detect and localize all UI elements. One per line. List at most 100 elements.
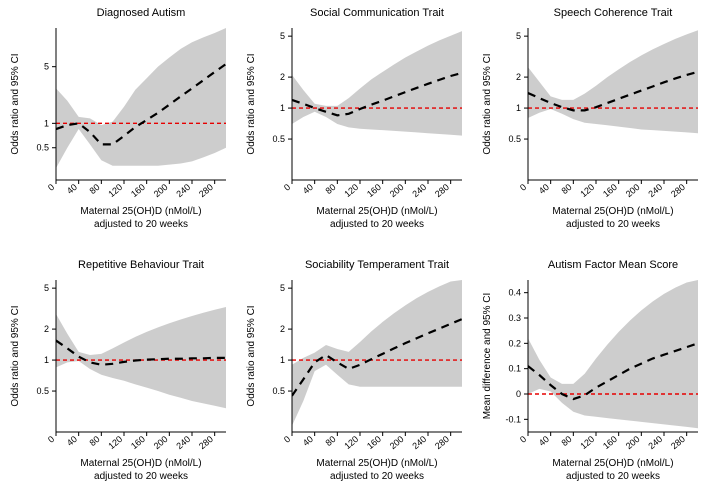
x-tick-label: 40 xyxy=(537,433,551,447)
x-tick-label: 120 xyxy=(578,182,596,199)
panel-svg: 0.512504080120160200240280Social Communi… xyxy=(236,0,472,251)
x-tick-label: 280 xyxy=(669,182,687,199)
x-axis-label-2: adjusted to 20 weeks xyxy=(330,471,424,482)
ci-band xyxy=(292,31,462,136)
y-tick-label: -0.1 xyxy=(505,414,521,424)
x-tick-label: 80 xyxy=(560,433,574,447)
x-axis-label-2: adjusted to 20 weeks xyxy=(330,219,424,230)
ci-band xyxy=(528,280,698,428)
y-tick-label: 2 xyxy=(516,72,521,82)
y-tick-label: 1 xyxy=(280,103,285,113)
y-tick-label: 5 xyxy=(280,283,285,293)
x-axis-label-2: adjusted to 20 weeks xyxy=(566,219,660,230)
x-tick-label: 120 xyxy=(106,433,124,450)
x-tick-label: 0 xyxy=(282,182,292,193)
panel-svg: 0.51504080120160200240280Diagnosed Autis… xyxy=(0,0,236,251)
x-tick-label: 240 xyxy=(174,433,192,450)
y-tick-label: 0.1 xyxy=(508,363,521,373)
panel-title: Social Communication Trait xyxy=(310,7,444,19)
x-tick-label: 80 xyxy=(88,433,102,447)
x-tick-label: 280 xyxy=(433,433,451,450)
panel-1: 0.512504080120160200240280Social Communi… xyxy=(236,0,472,252)
x-tick-label: 240 xyxy=(646,433,664,450)
ci-band xyxy=(56,28,226,168)
y-tick-label: 5 xyxy=(516,31,521,41)
y-tick-label: 0.4 xyxy=(508,287,521,297)
panel-0: 0.51504080120160200240280Diagnosed Autis… xyxy=(0,0,236,252)
panel-4: 0.512504080120160200240280Sociability Te… xyxy=(236,252,472,503)
x-tick-label: 0 xyxy=(518,182,528,193)
y-axis-label: Odds ratio and 95% CI xyxy=(482,53,493,154)
x-axis-label-2: adjusted to 20 weeks xyxy=(566,471,660,482)
x-tick-label: 280 xyxy=(433,182,451,199)
x-tick-label: 280 xyxy=(197,182,215,199)
y-tick-label: 0.5 xyxy=(36,143,49,153)
y-tick-label: 1 xyxy=(516,103,521,113)
x-tick-label: 240 xyxy=(646,182,664,199)
y-axis-label: Odds ratio and 95% CI xyxy=(246,53,257,154)
x-tick-label: 120 xyxy=(342,182,360,199)
x-tick-label: 0 xyxy=(282,433,292,444)
y-tick-label: 2 xyxy=(280,324,285,334)
x-tick-label: 200 xyxy=(152,433,170,450)
panel-grid: 0.51504080120160200240280Diagnosed Autis… xyxy=(0,0,708,503)
panel-title: Speech Coherence Trait xyxy=(554,7,673,19)
panel-title: Sociability Temperament Trait xyxy=(305,259,449,271)
y-tick-label: 1 xyxy=(44,118,49,128)
x-tick-label: 160 xyxy=(365,433,383,450)
x-tick-label: 200 xyxy=(624,182,642,199)
x-tick-label: 200 xyxy=(152,182,170,199)
x-tick-label: 160 xyxy=(365,182,383,199)
x-tick-label: 280 xyxy=(197,433,215,450)
y-tick-label: 0.2 xyxy=(508,338,521,348)
x-tick-label: 80 xyxy=(88,182,102,196)
panel-title: Autism Factor Mean Score xyxy=(548,259,678,271)
x-tick-label: 40 xyxy=(537,182,551,196)
panel-title: Diagnosed Autism xyxy=(97,7,186,19)
ci-band xyxy=(528,30,698,133)
y-axis-label: Mean difference and 95% CI xyxy=(482,292,493,419)
x-axis-label-1: Maternal 25(OH)D (nMol/L) xyxy=(552,206,673,217)
x-axis-label-1: Maternal 25(OH)D (nMol/L) xyxy=(316,206,437,217)
x-tick-label: 240 xyxy=(410,433,428,450)
x-tick-label: 0 xyxy=(46,433,56,444)
x-tick-label: 40 xyxy=(301,182,315,196)
x-tick-label: 200 xyxy=(624,433,642,450)
y-axis-label: Odds ratio and 95% CI xyxy=(10,53,21,154)
y-axis-label: Odds ratio and 95% CI xyxy=(246,305,257,406)
x-tick-label: 80 xyxy=(324,182,338,196)
y-axis-label: Odds ratio and 95% CI xyxy=(10,305,21,406)
panel-svg: 0.512504080120160200240280Speech Coheren… xyxy=(472,0,708,251)
x-tick-label: 240 xyxy=(410,182,428,199)
x-tick-label: 200 xyxy=(388,433,406,450)
x-tick-label: 120 xyxy=(578,433,596,450)
x-tick-label: 280 xyxy=(669,433,687,450)
y-tick-label: 1 xyxy=(280,355,285,365)
y-tick-label: 5 xyxy=(44,62,49,72)
x-tick-label: 160 xyxy=(129,182,147,199)
y-tick-label: 2 xyxy=(44,324,49,334)
x-tick-label: 160 xyxy=(601,433,619,450)
x-tick-label: 160 xyxy=(601,182,619,199)
x-tick-label: 200 xyxy=(388,182,406,199)
x-tick-label: 80 xyxy=(560,182,574,196)
x-axis-label-1: Maternal 25(OH)D (nMol/L) xyxy=(316,458,437,469)
y-tick-label: 0.3 xyxy=(508,313,521,323)
panel-title: Repetitive Behaviour Trait xyxy=(78,259,204,271)
y-tick-label: 0 xyxy=(516,389,521,399)
panel-2: 0.512504080120160200240280Speech Coheren… xyxy=(472,0,708,252)
x-tick-label: 240 xyxy=(174,182,192,199)
x-tick-label: 120 xyxy=(342,433,360,450)
x-axis-label-1: Maternal 25(OH)D (nMol/L) xyxy=(80,206,201,217)
x-axis-label-1: Maternal 25(OH)D (nMol/L) xyxy=(80,458,201,469)
ci-band xyxy=(292,280,462,426)
x-tick-label: 40 xyxy=(65,433,79,447)
y-tick-label: 0.5 xyxy=(272,386,285,396)
y-tick-label: 1 xyxy=(44,355,49,365)
x-axis-label-2: adjusted to 20 weeks xyxy=(94,219,188,230)
y-tick-label: 5 xyxy=(280,31,285,41)
x-tick-label: 40 xyxy=(301,433,315,447)
x-axis-label-2: adjusted to 20 weeks xyxy=(94,471,188,482)
y-tick-label: 0.5 xyxy=(36,386,49,396)
panel-5: -0.100.10.20.30.404080120160200240280Aut… xyxy=(472,252,708,503)
